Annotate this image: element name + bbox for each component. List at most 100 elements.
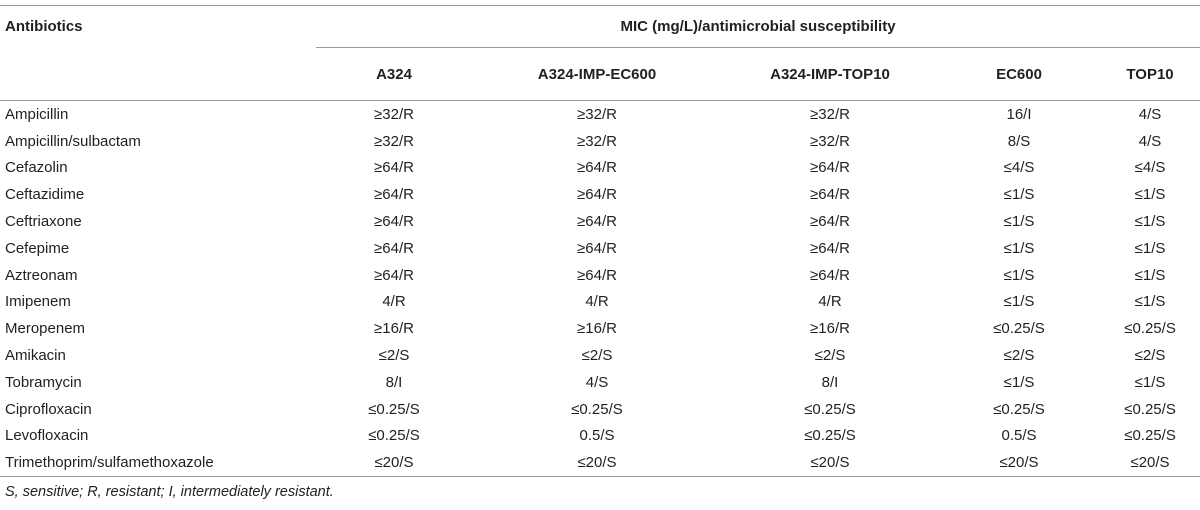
table-body: Ampicillin ≥32/R ≥32/R ≥32/R 16/I 4/S Ampicill… bbox=[0, 101, 1200, 478]
mic-value-cell: ≥64/R bbox=[577, 213, 617, 231]
mic-value-cell: ≥64/R bbox=[577, 239, 617, 257]
header-row-columns: A324 A324-IMP-EC600 A324-IMP-TOP10 EC600… bbox=[0, 47, 1200, 101]
mic-value-cell: ≤2/S bbox=[1003, 347, 1035, 365]
mic-value-cell: ≥64/R bbox=[810, 213, 850, 231]
mic-value-cell: ≤1/S bbox=[1003, 373, 1035, 391]
mic-value-cell: ≤0.25/S bbox=[1124, 400, 1176, 418]
mic-value-cell: ≥16/R bbox=[577, 320, 617, 338]
mic-value-cell: ≤20/S bbox=[316, 449, 472, 478]
mic-value-cell: ≥64/R bbox=[374, 186, 414, 204]
mic-value-cell: ≤20/S bbox=[1100, 449, 1200, 478]
antibiotic-name-cell: Levofloxacin bbox=[5, 427, 89, 445]
table-row: Cefepime ≥64/R ≥64/R ≥64/R ≤1/S ≤1/S bbox=[0, 235, 1200, 262]
mic-value-cell: ≤0.25/S bbox=[804, 427, 856, 445]
mic-value-cell: 8/I bbox=[385, 373, 403, 391]
antibiotic-name-cell: Ceftazidime bbox=[5, 186, 85, 204]
mic-value-cell: ≤0.25/S bbox=[993, 320, 1045, 338]
antibiotic-name-cell: Meropenem bbox=[5, 320, 86, 338]
mic-value-cell: ≥32/R bbox=[810, 132, 850, 150]
mic-value-cell: ≤1/S bbox=[1134, 373, 1166, 391]
mic-value-cell: 4/S bbox=[1138, 105, 1162, 123]
mic-value-cell: ≤20/S bbox=[938, 449, 1100, 478]
column-header-a324-imp-top10: A324-IMP-TOP10 bbox=[722, 47, 938, 101]
table-row: Imipenem 4/R 4/R 4/R ≤1/S ≤1/S bbox=[0, 289, 1200, 316]
mic-value-cell: ≥16/R bbox=[810, 320, 850, 338]
mic-value-cell: 8/S bbox=[1007, 132, 1031, 150]
mic-value-cell: ≤1/S bbox=[1003, 293, 1035, 311]
mic-table: Antibiotics MIC (mg/L)/antimicrobial sus… bbox=[0, 5, 1200, 478]
mic-value-cell: 4/S bbox=[585, 373, 609, 391]
mic-value-cell: 4/R bbox=[382, 293, 406, 311]
mic-value-cell: ≤0.25/S bbox=[368, 427, 420, 445]
mic-value-cell: ≥64/R bbox=[374, 213, 414, 231]
antibiotic-name-cell: Tobramycin bbox=[5, 373, 82, 391]
antibiotics-header: Antibiotics bbox=[0, 5, 316, 48]
mic-value-cell: ≥32/R bbox=[577, 132, 617, 150]
header-spacer bbox=[0, 47, 316, 101]
mic-value-cell: 4/S bbox=[1138, 132, 1162, 150]
mic-value-cell: ≤0.25/S bbox=[1124, 427, 1176, 445]
table-row: Ceftazidime ≥64/R ≥64/R ≥64/R ≤1/S ≤1/S bbox=[0, 181, 1200, 208]
column-header-a324-imp-ec600: A324-IMP-EC600 bbox=[472, 47, 722, 101]
antibiotic-name-cell: Cefazolin bbox=[5, 159, 68, 177]
mic-value-cell: 4/R bbox=[585, 293, 609, 311]
antibiotic-name-cell: Imipenem bbox=[5, 293, 71, 311]
mic-value-cell: ≤1/S bbox=[1003, 213, 1035, 231]
mic-value-cell: 8/I bbox=[821, 373, 839, 391]
mic-value-cell: ≥16/R bbox=[374, 320, 414, 338]
table-row: Trimethoprim/sulfamethoxazole ≤20/S ≤20/S ≤… bbox=[0, 449, 1200, 478]
mic-value-cell: ≥32/R bbox=[374, 132, 414, 150]
mic-value-cell: ≤4/S bbox=[1003, 159, 1035, 177]
mic-value-cell: ≥64/R bbox=[810, 266, 850, 284]
column-header-a324: A324 bbox=[316, 47, 472, 101]
mic-value-cell: ≤1/S bbox=[1134, 213, 1166, 231]
mic-value-cell: ≥32/R bbox=[374, 105, 414, 123]
mic-value-cell: ≤0.25/S bbox=[1124, 320, 1176, 338]
antibiotic-name-cell: Ceftriaxone bbox=[5, 213, 82, 231]
mic-value-cell: ≥64/R bbox=[810, 239, 850, 257]
antibiotic-name-cell: Trimethoprim/sulfamethoxazole bbox=[0, 449, 316, 478]
mic-value-cell: ≤1/S bbox=[1134, 293, 1166, 311]
mic-value-cell: ≤1/S bbox=[1134, 186, 1166, 204]
antibiotic-name-cell: Amikacin bbox=[5, 347, 66, 365]
antibiotic-name-cell: Ampicillin/sulbactam bbox=[5, 132, 141, 150]
table-row: Cefazolin ≥64/R ≥64/R ≥64/R ≤4/S ≤4/S bbox=[0, 155, 1200, 182]
antibiotic-name-cell: Ciprofloxacin bbox=[5, 400, 92, 418]
mic-value-cell: ≥64/R bbox=[810, 186, 850, 204]
table-row: Ampicillin/sulbactam ≥32/R ≥32/R ≥32/R 8/S 4/… bbox=[0, 128, 1200, 155]
mic-value-cell: ≤1/S bbox=[1134, 266, 1166, 284]
mic-value-cell: ≥32/R bbox=[810, 105, 850, 123]
mic-value-cell: ≤2/S bbox=[581, 347, 613, 365]
column-header-ec600: EC600 bbox=[938, 47, 1100, 101]
mic-value-cell: ≤20/S bbox=[472, 449, 722, 478]
header-row-group: Antibiotics MIC (mg/L)/antimicrobial sus… bbox=[0, 5, 1200, 48]
antibiotic-name-cell: Cefepime bbox=[5, 239, 70, 257]
mic-value-cell: ≥64/R bbox=[810, 159, 850, 177]
mic-value-cell: ≥64/R bbox=[374, 266, 414, 284]
mic-value-cell: ≤1/S bbox=[1134, 239, 1166, 257]
mic-value-cell: ≥64/R bbox=[374, 239, 414, 257]
mic-value-cell: ≤1/S bbox=[1003, 239, 1035, 257]
mic-value-cell: ≤0.25/S bbox=[804, 400, 856, 418]
mic-value-cell: ≤2/S bbox=[1134, 347, 1166, 365]
mic-value-cell: ≥64/R bbox=[374, 159, 414, 177]
antibiotic-name-cell: Aztreonam bbox=[5, 266, 78, 284]
mic-value-cell: ≥32/R bbox=[577, 105, 617, 123]
mic-value-cell: ≤4/S bbox=[1134, 159, 1166, 177]
mic-value-cell: ≤2/S bbox=[378, 347, 410, 365]
mic-value-cell: 16/I bbox=[1006, 105, 1032, 123]
mic-value-cell: ≤2/S bbox=[814, 347, 846, 365]
mic-value-cell: ≤0.25/S bbox=[571, 400, 623, 418]
mic-value-cell: ≥64/R bbox=[577, 159, 617, 177]
mic-value-cell: ≥64/R bbox=[577, 266, 617, 284]
antibiotic-name-cell: Ampicillin bbox=[5, 105, 69, 123]
table-row: Ampicillin ≥32/R ≥32/R ≥32/R 16/I 4/S bbox=[0, 101, 1200, 128]
table-row: Ceftriaxone ≥64/R ≥64/R ≥64/R ≤1/S ≤1/S bbox=[0, 208, 1200, 235]
table-row: Ciprofloxacin ≤0.25/S ≤0.25/S ≤0.25/S ≤0.25/… bbox=[0, 396, 1200, 423]
mic-group-header: MIC (mg/L)/antimicrobial susceptibility bbox=[316, 5, 1200, 48]
mic-value-cell: ≤20/S bbox=[722, 449, 938, 478]
mic-value-cell: 0.5/S bbox=[1001, 427, 1037, 445]
table-row: Amikacin ≤2/S ≤2/S ≤2/S ≤2/S ≤2/S bbox=[0, 342, 1200, 369]
mic-value-cell: ≤0.25/S bbox=[368, 400, 420, 418]
